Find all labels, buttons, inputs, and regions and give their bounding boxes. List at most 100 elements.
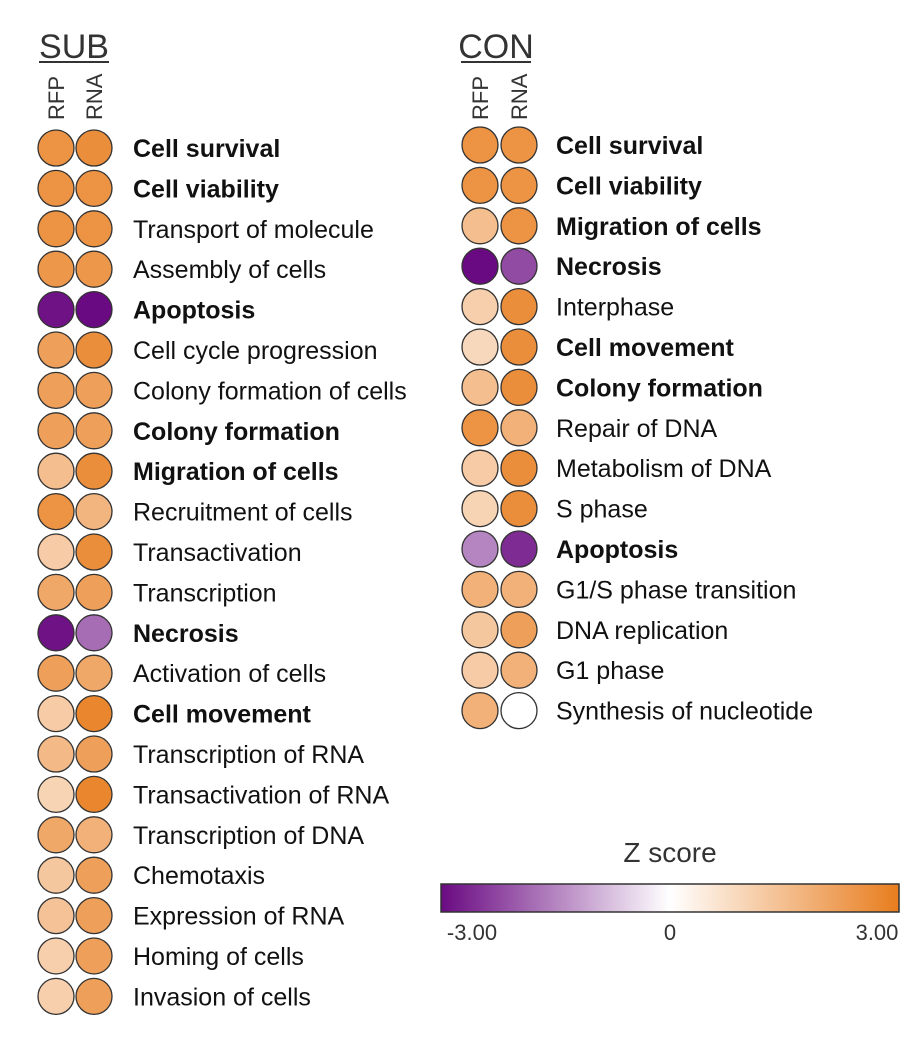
legend-tick-max: 3.00	[856, 920, 899, 945]
cell-con-rna-4	[500, 287, 538, 326]
cell-sub-rfp-0	[37, 129, 75, 167]
row-label-sub-17: Transcription of DNA	[133, 822, 364, 850]
cell-sub-rna-0	[75, 129, 113, 167]
row-label-sub-0: Cell survival	[133, 135, 280, 163]
row-label-con-11: G1/S phase transition	[556, 576, 796, 604]
cell-con-rna-14	[500, 691, 538, 730]
panel-con: CON RFP RNA Cell survival Cell viability Migr…	[458, 28, 813, 730]
cell-sub-rfp-3	[37, 250, 75, 288]
cell-sub-rna-4	[75, 290, 113, 329]
row-label-sub-7: Colony formation	[133, 418, 340, 446]
row-label-con-3: Necrosis	[556, 253, 662, 281]
column-label-con-rna: RNA	[507, 73, 532, 120]
cell-sub-rna-17	[75, 816, 113, 854]
row-label-con-2: Migration of cells	[556, 213, 762, 241]
row-label-sub-10: Transactivation	[133, 539, 302, 567]
cell-con-rfp-0	[461, 126, 499, 164]
cell-con-rna-5	[500, 328, 538, 366]
cell-sub-rfp-7	[37, 412, 75, 450]
cell-sub-rfp-1	[37, 169, 75, 208]
row-label-con-14: Synthesis of nucleotide	[556, 698, 813, 726]
row-label-sub-3: Assembly of cells	[133, 256, 326, 284]
panels: SUB RFP RNA Cell survival Cell viability Tran…	[37, 28, 813, 1016]
cell-sub-rfp-14	[37, 694, 75, 733]
panel-title-con: CON	[458, 28, 534, 66]
cell-con-rfp-8	[461, 449, 499, 487]
row-label-sub-6: Colony formation of cells	[133, 377, 407, 405]
row-label-sub-1: Cell viability	[133, 175, 279, 203]
cell-sub-rna-7	[75, 412, 113, 450]
legend-colorbar	[440, 883, 900, 913]
cell-con-rfp-5	[461, 328, 499, 366]
row-label-sub-19: Expression of RNA	[133, 903, 345, 931]
row-label-sub-16: Transactivation of RNA	[133, 781, 389, 809]
cell-sub-rfp-2	[37, 210, 75, 248]
cell-sub-rfp-21	[37, 977, 75, 1016]
cell-sub-rfp-16	[37, 775, 75, 814]
cell-con-rna-7	[500, 409, 538, 447]
cell-sub-rna-20	[75, 937, 113, 975]
cell-sub-rna-11	[75, 573, 113, 612]
row-label-con-12: DNA replication	[556, 617, 728, 645]
legend-tick-min: -3.00	[447, 920, 497, 945]
cell-con-rfp-12	[461, 611, 499, 649]
cell-con-rna-12	[500, 611, 538, 649]
row-label-sub-11: Transcription	[133, 579, 277, 607]
cell-sub-rna-3	[75, 250, 113, 288]
row-label-sub-4: Apoptosis	[133, 297, 255, 325]
cell-sub-rfp-15	[37, 735, 75, 773]
cell-con-rna-9	[500, 489, 538, 528]
panel-sub: SUB RFP RNA Cell survival Cell viability Tran…	[37, 28, 407, 1016]
row-label-sub-9: Recruitment of cells	[133, 499, 353, 527]
cell-sub-rna-19	[75, 896, 113, 935]
cell-sub-rna-10	[75, 533, 113, 571]
cell-sub-rna-15	[75, 735, 113, 773]
cell-con-rna-2	[500, 207, 538, 245]
row-label-sub-2: Transport of molecule	[133, 216, 374, 244]
cell-con-rfp-9	[461, 489, 499, 528]
row-label-sub-14: Cell movement	[133, 701, 312, 729]
row-label-con-13: G1 phase	[556, 657, 664, 685]
cell-sub-rna-6	[75, 371, 113, 410]
row-label-con-5: Cell movement	[556, 334, 735, 362]
cell-sub-rna-13	[75, 654, 113, 692]
cell-con-rna-0	[500, 126, 538, 164]
cell-con-rfp-14	[461, 691, 499, 730]
cell-con-rna-10	[500, 530, 538, 568]
cell-sub-rfp-4	[37, 290, 75, 329]
row-label-sub-21: Invasion of cells	[133, 983, 311, 1011]
cell-con-rna-1	[500, 166, 538, 205]
cell-sub-rfp-19	[37, 896, 75, 935]
cell-sub-rfp-10	[37, 533, 75, 571]
cell-con-rna-6	[500, 368, 538, 407]
cell-con-rfp-2	[461, 207, 499, 245]
cell-sub-rfp-11	[37, 573, 75, 612]
row-label-sub-18: Chemotaxis	[133, 862, 265, 890]
row-label-sub-13: Activation of cells	[133, 660, 326, 688]
cell-con-rfp-11	[461, 570, 499, 609]
cell-sub-rna-16	[75, 775, 113, 814]
row-label-con-4: Interphase	[556, 294, 674, 322]
cell-sub-rna-18	[75, 856, 113, 894]
cell-con-rfp-10	[461, 530, 499, 568]
column-label-con-rfp: RFP	[468, 76, 493, 120]
panel-title-sub: SUB	[39, 28, 109, 66]
cell-sub-rfp-8	[37, 452, 75, 490]
cell-sub-rna-9	[75, 492, 113, 531]
row-label-con-0: Cell survival	[556, 132, 703, 160]
row-label-con-1: Cell viability	[556, 172, 702, 200]
legend-tick-mid: 0	[664, 920, 676, 945]
cell-con-rna-13	[500, 651, 538, 689]
cell-sub-rfp-12	[37, 614, 75, 652]
cell-con-rfp-7	[461, 409, 499, 447]
row-label-sub-5: Cell cycle progression	[133, 337, 378, 365]
row-label-con-10: Apoptosis	[556, 536, 678, 564]
cell-sub-rfp-9	[37, 492, 75, 531]
cell-con-rfp-4	[461, 287, 499, 326]
cell-sub-rfp-20	[37, 937, 75, 975]
row-label-con-9: S phase	[556, 496, 648, 524]
column-label-sub-rna: RNA	[82, 73, 107, 120]
cell-sub-rfp-13	[37, 654, 75, 692]
zscore-legend: Z score -3.00 0 3.00	[440, 837, 900, 945]
